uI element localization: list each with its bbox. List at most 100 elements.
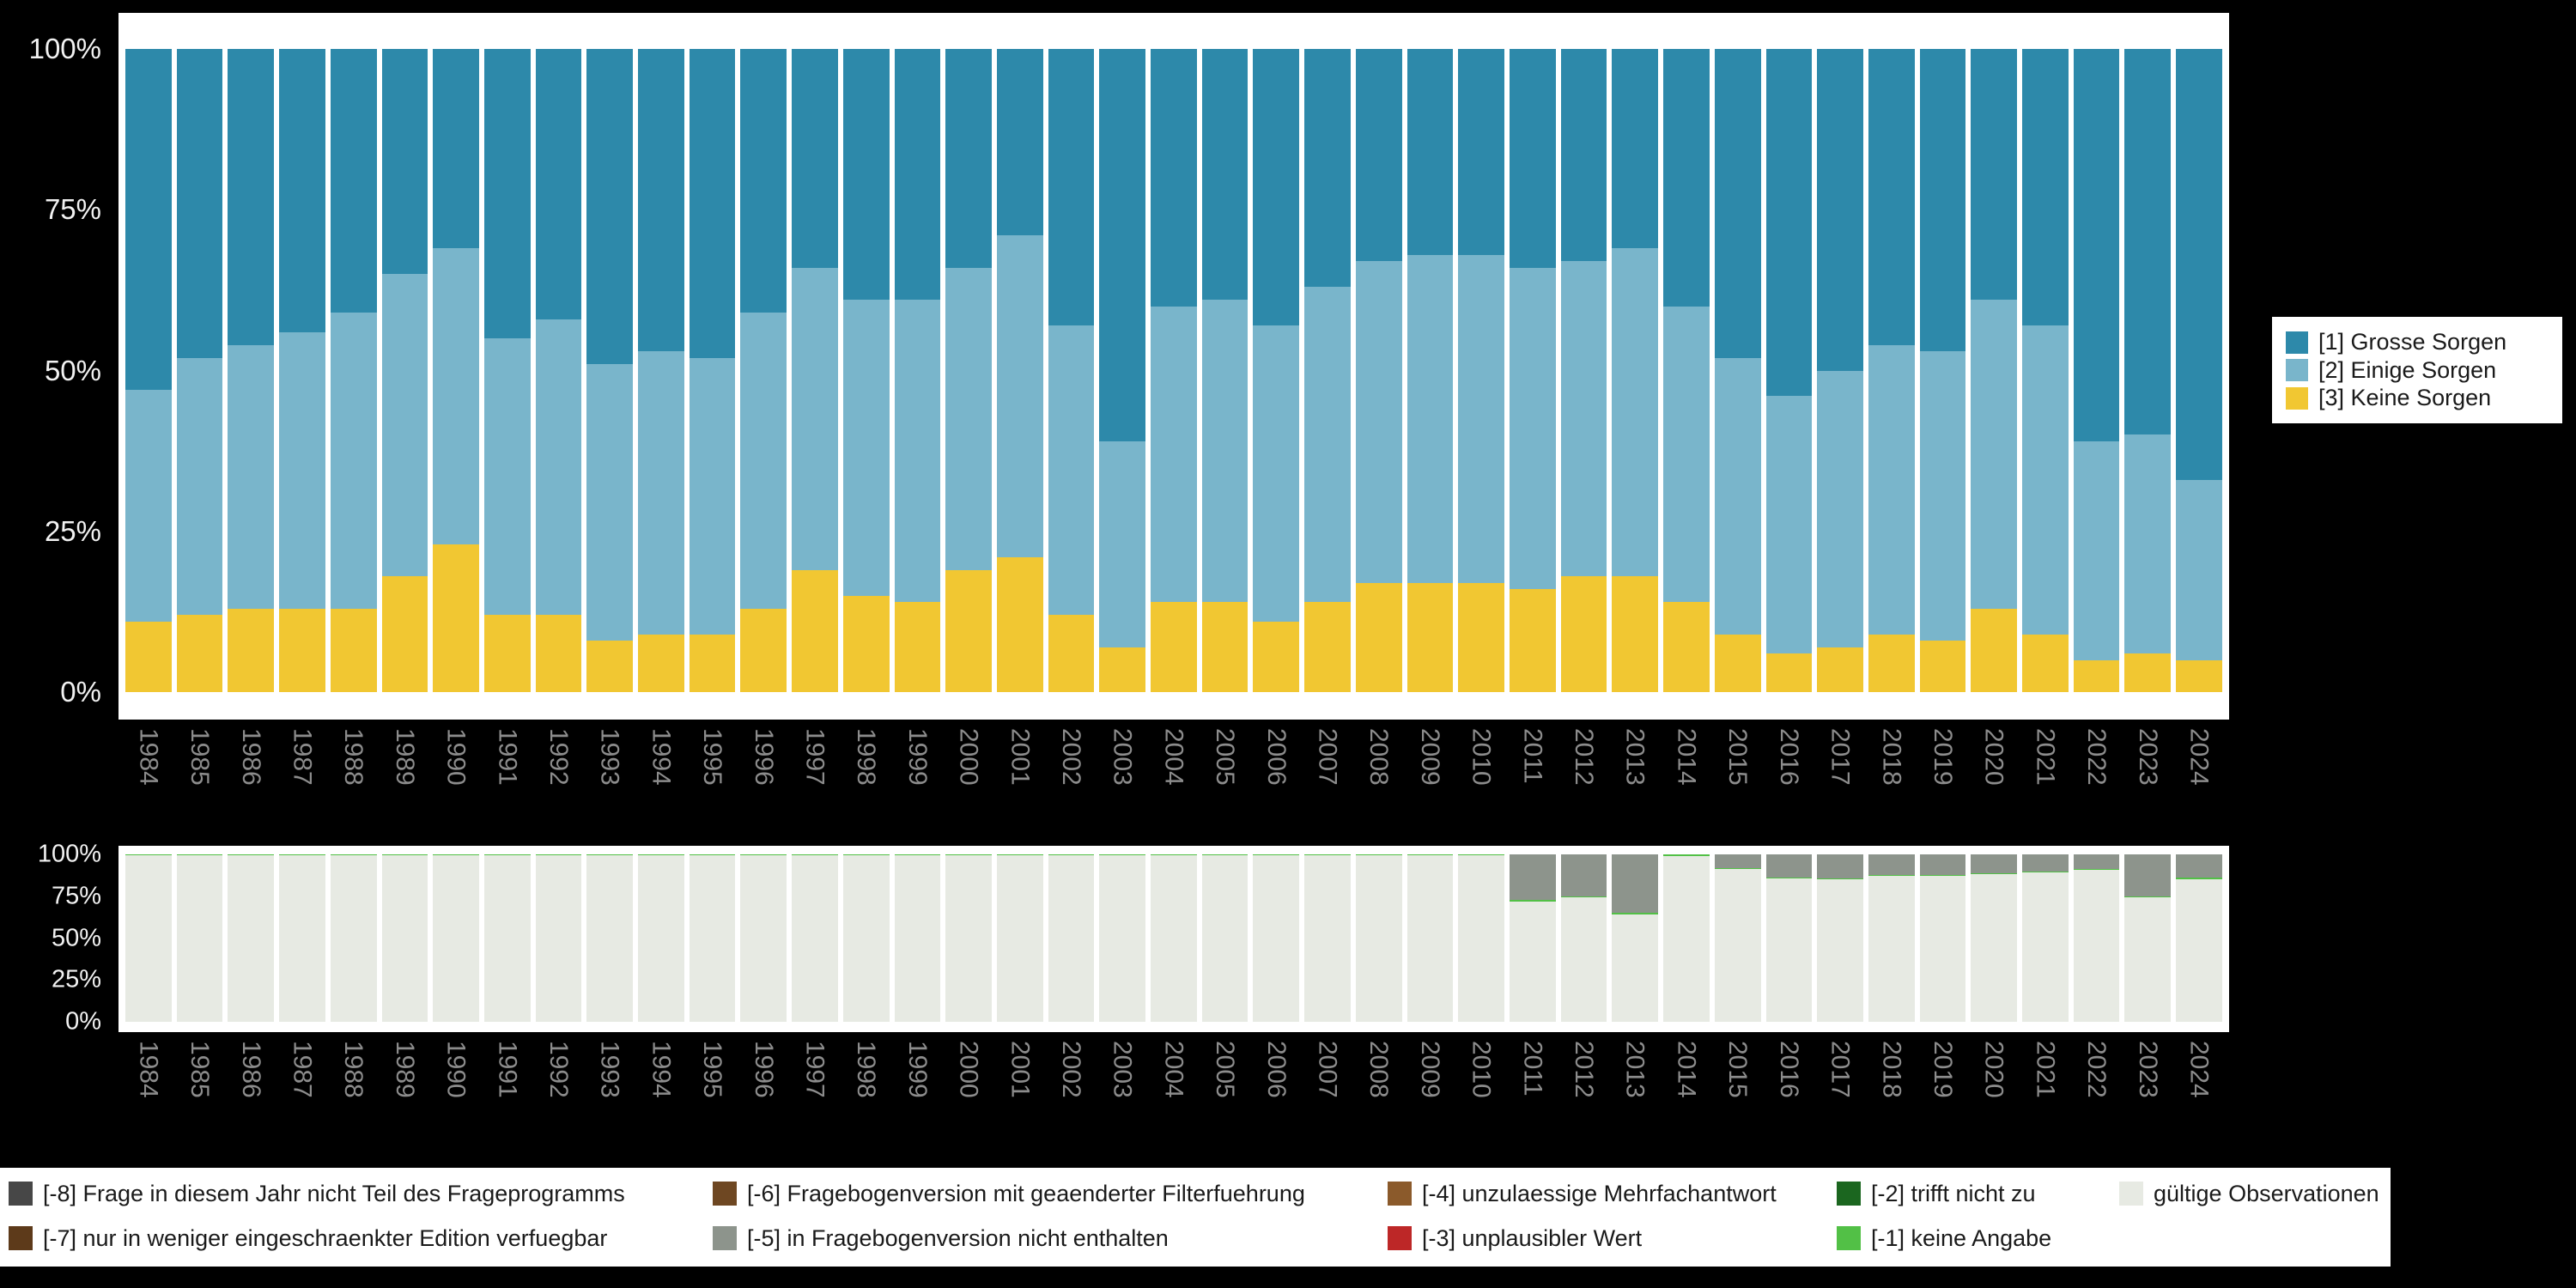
bar-segment <box>689 854 736 856</box>
x-tick-label-2019: 2019 <box>1928 1041 1957 1098</box>
bar-segment <box>740 49 787 313</box>
x-tick: 2014 <box>1663 728 1710 844</box>
x-tick-label-1995: 1995 <box>698 1041 727 1098</box>
bar-segment <box>792 855 838 1022</box>
bar-segment <box>483 855 531 1022</box>
bar-segment <box>1509 49 1556 268</box>
main-bar-2001 <box>996 49 1043 692</box>
bar-segment <box>125 854 172 856</box>
x-tick-label-2010: 2010 <box>1467 728 1496 786</box>
x-tick: 1987 <box>279 728 325 844</box>
bar-segment <box>740 608 787 692</box>
y-tick-label: 25% <box>44 514 101 547</box>
x-tick: 1988 <box>331 728 377 844</box>
x-tick-label-2017: 2017 <box>1826 728 1855 786</box>
missing-codes-legend: [-8] Frage in diesem Jahr nicht Teil des… <box>0 1168 2391 1267</box>
missings-bar-2024 <box>2176 854 2222 1022</box>
x-tick: 1998 <box>843 728 890 844</box>
main-bar-2005 <box>1201 49 1249 692</box>
main-bar-2003 <box>1099 49 1146 692</box>
bar-segment <box>1919 641 1966 692</box>
x-tick-label-1996: 1996 <box>749 1041 778 1098</box>
bar-segment <box>1663 602 1710 692</box>
bar-segment <box>1612 576 1659 692</box>
bar-segment <box>1253 854 1300 856</box>
bar-segment <box>1151 854 1197 856</box>
main-bar-1986 <box>228 49 275 692</box>
legend-swatch <box>2286 331 2308 354</box>
main-bar-2022 <box>2073 49 2120 692</box>
bar-segment <box>279 331 325 609</box>
x-tick-label-2020: 2020 <box>1979 1041 2008 1098</box>
bar-segment <box>1048 49 1095 326</box>
bar-segment <box>1048 854 1095 856</box>
bar-segment <box>1971 608 2018 692</box>
bar-segment <box>535 49 582 319</box>
x-tick-label-2023: 2023 <box>2133 728 2162 786</box>
bar-segment <box>1868 875 1915 877</box>
legend-label: [3] Keine Sorgen <box>2318 385 2492 410</box>
x-tick-label-2020: 2020 <box>1979 728 2008 786</box>
legend-item: [-6] Fragebogenversion mit geaenderter F… <box>713 1178 1305 1209</box>
missings-bar-2006 <box>1253 854 1300 1022</box>
x-tick-label-2001: 2001 <box>1005 1041 1035 1098</box>
bar-segment <box>792 49 838 268</box>
bar-segment <box>176 49 223 358</box>
main-bar-2007 <box>1304 49 1351 692</box>
bar-segment <box>894 300 941 603</box>
x-tick-label-2008: 2008 <box>1364 1041 1394 1098</box>
bar-segment <box>1099 49 1146 441</box>
bar-segment <box>1509 899 1556 902</box>
bar-segment <box>2176 479 2222 660</box>
bar-segment <box>1868 634 1915 692</box>
x-tick-label-2012: 2012 <box>1570 728 1599 786</box>
bar-segment <box>1765 854 1813 878</box>
x-tick-label-1987: 1987 <box>288 1041 317 1098</box>
bar-segment <box>1765 396 1813 654</box>
x-tick: 1992 <box>536 1041 582 1157</box>
bar-segment <box>1048 325 1095 616</box>
bar-segment <box>1253 855 1300 1022</box>
bar-segment <box>586 854 634 856</box>
main-bar-2019 <box>1919 49 1966 692</box>
bar-segment <box>1714 854 1761 868</box>
main-bar-2009 <box>1406 49 1454 692</box>
x-tick: 1991 <box>484 1041 531 1157</box>
legend-item: [-2] trifft nicht zu <box>1837 1178 2036 1209</box>
missings-bar-2008 <box>1355 854 1402 1022</box>
bar-segment <box>689 357 736 635</box>
bar-segment <box>1201 602 1249 692</box>
x-tick: 2007 <box>1304 1041 1351 1157</box>
bar-segment <box>381 855 428 1022</box>
bar-segment <box>1817 854 1863 879</box>
x-tick: 2023 <box>2124 728 2171 844</box>
x-tick-label-1995: 1995 <box>698 728 727 786</box>
x-tick: 1991 <box>484 728 531 844</box>
x-tick: 1984 <box>125 728 172 844</box>
bar-segment <box>1714 867 1761 869</box>
bar-segment <box>279 49 325 332</box>
x-tick-label-2000: 2000 <box>954 728 983 786</box>
bar-segment <box>638 854 684 856</box>
bar-segment <box>1868 49 1915 345</box>
bar-segment <box>2022 854 2069 872</box>
bar-segment <box>586 641 634 692</box>
missings-bar-1994 <box>638 854 684 1022</box>
main-bar-2010 <box>1458 49 1504 692</box>
x-tick-label-2016: 2016 <box>1774 728 1803 786</box>
missings-bar-1984 <box>125 854 172 1022</box>
bar-segment <box>1765 653 1813 692</box>
bar-segment <box>842 855 890 1022</box>
legend-swatch <box>713 1182 737 1206</box>
x-tick-label-1988: 1988 <box>339 728 368 786</box>
x-tick: 2020 <box>1971 728 2017 844</box>
bar-segment <box>740 313 787 609</box>
x-tick-label-1990: 1990 <box>441 1041 471 1098</box>
legend-label: [-8] Frage in diesem Jahr nicht Teil des… <box>43 1180 625 1206</box>
missings-chart-y-axis: 0% 25% 50% 75% 100% <box>0 841 110 1036</box>
bar-segment <box>1919 49 1966 352</box>
x-tick: 1992 <box>536 728 582 844</box>
bar-segment <box>1817 878 1863 880</box>
x-tick: 2005 <box>1202 1041 1249 1157</box>
